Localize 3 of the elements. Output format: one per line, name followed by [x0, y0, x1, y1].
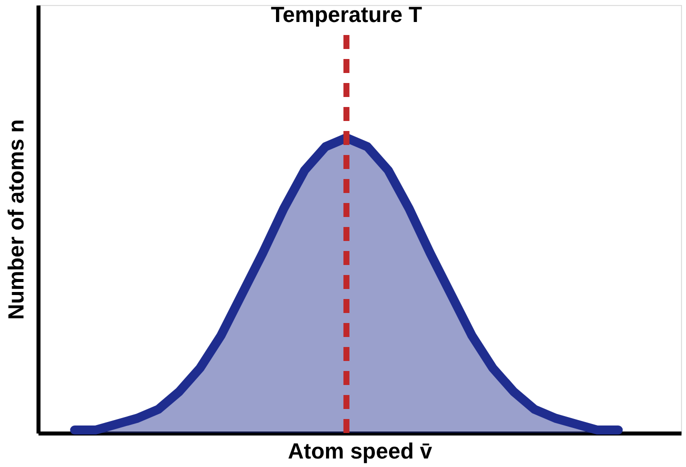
text: Temperature T: [270, 2, 423, 27]
y-axis-title: Number of atoms n: [4, 119, 28, 320]
x-axis-title: Atom speed v̄: [288, 438, 433, 464]
